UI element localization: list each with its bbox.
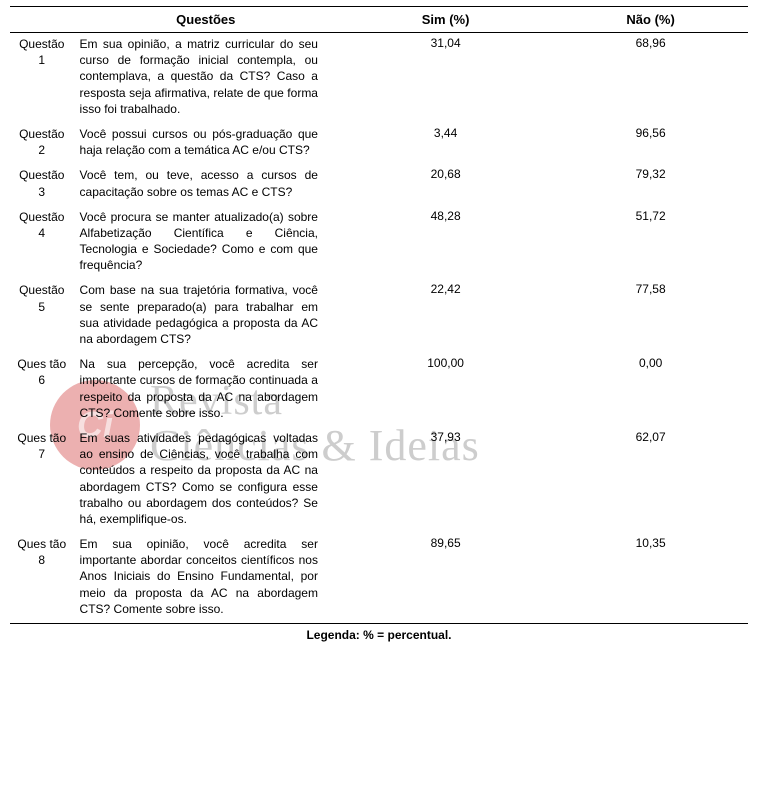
row-sim: 100,00 bbox=[338, 353, 553, 427]
row-nao: 0,00 bbox=[553, 353, 748, 427]
questions-table: Questões Sim (%) Não (%) Questão 1 Em su… bbox=[10, 6, 748, 624]
table-row: Ques tão 7 Em suas atividades pedagógica… bbox=[10, 427, 748, 533]
row-question: Em sua opinião, a matriz curricular do s… bbox=[74, 33, 338, 123]
table-legend: Legenda: % = percentual. bbox=[10, 624, 748, 642]
row-label: Questão 3 bbox=[10, 164, 74, 205]
row-nao: 62,07 bbox=[553, 427, 748, 533]
row-label: Questão 2 bbox=[10, 123, 74, 164]
row-question: Com base na sua trajetória formativa, vo… bbox=[74, 279, 338, 353]
row-sim: 48,28 bbox=[338, 206, 553, 280]
row-nao: 96,56 bbox=[553, 123, 748, 164]
table-row: Questão 1 Em sua opinião, a matriz curri… bbox=[10, 33, 748, 123]
table-row: Questão 4 Você procura se manter atualiz… bbox=[10, 206, 748, 280]
row-question: Você tem, ou teve, acesso a cursos de ca… bbox=[74, 164, 338, 205]
table-row: Ques tão 6 Na sua percepção, você acredi… bbox=[10, 353, 748, 427]
table-row: Ques tão 8 Em sua opinião, você acredita… bbox=[10, 533, 748, 623]
row-question: Em suas atividades pedagógicas voltadas … bbox=[74, 427, 338, 533]
row-nao: 68,96 bbox=[553, 33, 748, 123]
row-sim: 20,68 bbox=[338, 164, 553, 205]
row-nao: 51,72 bbox=[553, 206, 748, 280]
row-question: Você possui cursos ou pós-graduação que … bbox=[74, 123, 338, 164]
row-sim: 37,93 bbox=[338, 427, 553, 533]
row-question: Na sua percepção, você acredita ser impo… bbox=[74, 353, 338, 427]
row-label: Ques tão 8 bbox=[10, 533, 74, 623]
header-sim: Sim (%) bbox=[338, 7, 553, 33]
header-nao: Não (%) bbox=[553, 7, 748, 33]
row-label: Questão 1 bbox=[10, 33, 74, 123]
row-nao: 77,58 bbox=[553, 279, 748, 353]
row-label: Questão 5 bbox=[10, 279, 74, 353]
table-row: Questão 5 Com base na sua trajetória for… bbox=[10, 279, 748, 353]
content: Questões Sim (%) Não (%) Questão 1 Em su… bbox=[0, 0, 758, 642]
row-sim: 3,44 bbox=[338, 123, 553, 164]
row-sim: 31,04 bbox=[338, 33, 553, 123]
row-sim: 22,42 bbox=[338, 279, 553, 353]
row-nao: 10,35 bbox=[553, 533, 748, 623]
header-questoes: Questões bbox=[74, 7, 338, 33]
row-nao: 79,32 bbox=[553, 164, 748, 205]
row-question: Em sua opinião, você acredita ser import… bbox=[74, 533, 338, 623]
header-blank bbox=[10, 7, 74, 33]
row-question: Você procura se manter atualizado(a) sob… bbox=[74, 206, 338, 280]
row-label: Ques tão 7 bbox=[10, 427, 74, 533]
table-row: Questão 3 Você tem, ou teve, acesso a cu… bbox=[10, 164, 748, 205]
row-sim: 89,65 bbox=[338, 533, 553, 623]
row-label: Questão 4 bbox=[10, 206, 74, 280]
row-label: Ques tão 6 bbox=[10, 353, 74, 427]
table-header-row: Questões Sim (%) Não (%) bbox=[10, 7, 748, 33]
table-row: Questão 2 Você possui cursos ou pós-grad… bbox=[10, 123, 748, 164]
